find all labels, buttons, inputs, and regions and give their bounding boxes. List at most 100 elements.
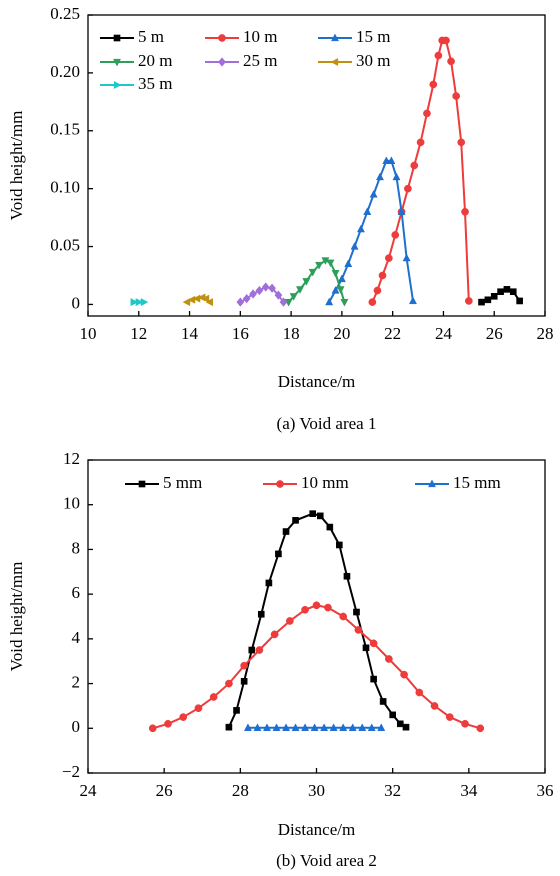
legend-label: 5 m [138,27,164,46]
marker [272,723,281,731]
marker [243,723,252,731]
marker [484,296,492,304]
marker [233,707,240,714]
x-tick-label: 24 [80,781,98,800]
marker [242,293,251,304]
y-tick-label: 0.20 [50,62,80,81]
y-tick-label: 4 [72,628,81,647]
marker [447,57,455,66]
marker [434,51,443,60]
marker [257,610,265,618]
marker [402,253,411,262]
marker [315,261,324,270]
marker [262,723,272,731]
marker [343,572,351,580]
marker [140,298,149,307]
legend-marker [113,34,121,42]
series-line [227,512,407,729]
marker [516,297,523,305]
marker [194,704,203,713]
x-axis-label: Distance/m [278,372,355,391]
marker [240,661,248,670]
x-tick-label: 34 [460,781,478,800]
marker [135,298,144,307]
marker [255,285,264,296]
marker [353,608,360,616]
marker [461,207,469,216]
marker [344,259,353,268]
y-axis-label: Void height/mm [7,111,26,221]
marker [337,274,346,283]
y-tick-label: 6 [72,583,81,602]
marker [268,283,276,293]
y-tick-label: 10 [63,494,80,513]
plot-frame [87,14,546,317]
y-tick-label: 8 [72,538,81,557]
x-tick-label: 30 [308,781,325,800]
legend-label: 25 m [243,51,277,70]
marker [452,92,460,100]
marker [416,138,425,147]
marker [130,298,139,307]
marker [389,711,396,719]
legend-marker [330,57,339,67]
y-tick-label: 0 [72,293,81,312]
marker [301,723,310,731]
marker [503,286,511,293]
marker [408,296,417,305]
marker [370,675,377,683]
y-axis-label: Void height/mm [7,562,26,672]
marker [201,294,210,303]
marker [339,612,348,621]
marker [291,723,300,731]
y-tick-label: −2 [62,762,80,781]
marker [497,288,504,295]
marker [397,207,406,215]
marker [339,723,348,731]
marker [289,293,298,301]
marker [312,601,321,610]
marker [179,713,188,721]
x-tick-label: 18 [283,324,300,343]
marker [326,523,334,531]
x-tick-label: 28 [537,324,554,343]
marker [373,286,382,295]
marker [442,36,450,45]
marker [429,80,438,89]
legend-marker [276,480,284,488]
marker [340,298,349,307]
marker [490,293,498,300]
x-axis-label: Distance/m [278,820,355,839]
marker [240,678,248,685]
x-tick-label: 10 [80,324,97,343]
marker [320,723,329,731]
marker [369,639,378,648]
y-tick-label: 0.10 [50,178,80,197]
x-tick-label: 20 [333,324,350,343]
legend-label: 30 m [356,51,390,70]
marker [377,723,386,731]
legend-marker [218,57,226,67]
legend-marker [112,58,122,67]
marker [375,172,384,181]
marker [415,688,424,697]
x-tick-label: 32 [384,781,401,800]
marker [509,288,517,295]
x-tick-label: 28 [232,781,249,800]
marker [379,698,387,705]
marker [368,298,377,306]
y-tick-label: 0.15 [50,120,80,139]
plot-frame [87,459,546,774]
y-tick-label: 12 [63,449,80,468]
marker [362,644,370,652]
marker [400,670,408,679]
marker [396,720,404,728]
marker [261,282,270,292]
legend-marker [218,34,226,42]
marker [369,189,378,198]
marker [410,161,419,170]
y-tick-label: 0.05 [50,235,80,254]
marker [367,723,376,731]
y-tick-label: 2 [72,672,81,691]
